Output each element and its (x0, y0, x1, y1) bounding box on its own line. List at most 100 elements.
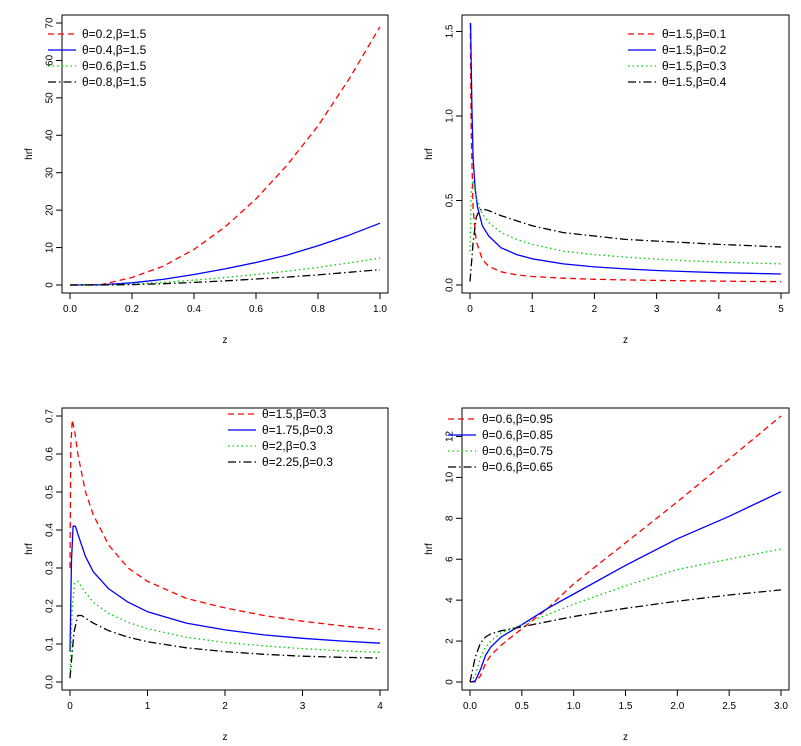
x-tick-label: 0.4 (187, 304, 201, 315)
y-tick-label: 0.0 (45, 675, 56, 689)
legend-label-0: θ=0.6,β=0.95 (482, 412, 553, 426)
plot-frame (461, 14, 790, 294)
x-tick-label: 2.0 (670, 701, 684, 712)
x-tick-label: 0.6 (249, 304, 263, 315)
y-tick-label: 0.6 (45, 447, 56, 461)
y-tick-label: 10 (445, 471, 456, 483)
x-tick-label: 3 (654, 304, 660, 315)
series-line-2 (469, 179, 782, 265)
series-group (69, 419, 381, 679)
legend-label-3: θ=0.8,β=1.5 (82, 75, 147, 89)
x-tick-label: 1 (145, 701, 151, 712)
series-line-1 (469, 22, 782, 275)
y-tick-label: 6 (445, 556, 456, 562)
y-tick-label: 0.5 (45, 485, 56, 499)
y-axis-label: hrf (424, 148, 435, 160)
y-tick-label: 0.5 (445, 193, 456, 207)
x-tick-label: 0 (467, 304, 473, 315)
x-tick-label: 3.0 (774, 701, 788, 712)
series-line-1 (69, 222, 381, 286)
y-tick-label: 50 (45, 92, 56, 104)
legend-label-2: θ=0.6,β=1.5 (82, 59, 147, 73)
y-tick-label: 0.1 (45, 637, 56, 651)
series-line-0 (469, 22, 782, 283)
y-tick-label: 0 (45, 282, 56, 288)
series-line-3 (469, 208, 782, 282)
legend-label-2: θ=0.6,β=0.75 (482, 444, 553, 458)
y-tick-label: 4 (445, 597, 456, 603)
legend-label-3: θ=2.25,β=0.3 (262, 455, 333, 469)
y-tick-label: 1.5 (445, 24, 456, 38)
y-tick-label: 10 (45, 242, 56, 254)
x-tick-label: 0.0 (63, 304, 77, 315)
x-tick-label: 2 (222, 701, 228, 712)
y-axis-label: hrf (24, 148, 35, 160)
x-tick-label: 0.5 (515, 701, 529, 712)
series-line-0 (69, 419, 381, 631)
y-tick-label: 70 (45, 17, 56, 29)
x-tick-label: 4 (716, 304, 722, 315)
y-tick-label: 0.3 (45, 561, 56, 575)
y-tick-label: 40 (45, 129, 56, 141)
y-tick-label: 20 (45, 204, 56, 216)
legend: θ=0.2,β=1.5 θ=0.4,β=1.5 θ=0.6,β=1.5 θ=0.8,β… (48, 27, 147, 89)
legend-label-0: θ=1.5,β=0.3 (262, 407, 327, 421)
y-tick-label: 0.7 (45, 409, 56, 423)
x-tick-label: 5 (778, 304, 784, 315)
series-line-3 (469, 589, 782, 683)
x-axis-label: z (223, 732, 228, 743)
legend-label-0: θ=0.2,β=1.5 (82, 27, 147, 41)
x-tick-label: 0.2 (125, 304, 139, 315)
series-line-2 (69, 580, 381, 675)
y-tick-label: 0.4 (45, 523, 56, 537)
x-tick-label: 1.0 (567, 701, 581, 712)
y-axis-label: hrf (424, 543, 435, 555)
legend-label-1: θ=1.5,β=0.2 (662, 43, 727, 57)
series-line-0 (470, 415, 782, 683)
legend: θ=1.5,β=0.1 θ=1.5,β=0.2 θ=1.5,β=0.3 θ=1.5,β… (628, 27, 727, 89)
legend-label-3: θ=0.6,β=0.65 (482, 460, 553, 474)
x-tick-label: 2 (592, 304, 598, 315)
plot-frame (61, 14, 389, 294)
legend-label-2: θ=2,β=0.3 (262, 439, 317, 453)
x-axis-label: z (223, 335, 228, 346)
legend-label-0: θ=1.5,β=0.1 (662, 27, 727, 41)
series-group (69, 26, 381, 286)
series-group (469, 22, 782, 283)
series-line-1 (469, 491, 782, 683)
series-line-3 (70, 269, 381, 286)
y-axis-label: hrf (24, 543, 35, 555)
y-tick-label: 60 (45, 54, 56, 66)
legend-label-3: θ=1.5,β=0.4 (662, 75, 727, 89)
chart-panel-top-left: 0.0 0.2 0.4 0.6 0.8 1.0 0 10 20 30 40 50 60 70 z hrf θ=0… (24, 14, 389, 346)
series-line-3 (69, 614, 381, 679)
y-tick-label: 0.0 (445, 278, 456, 292)
x-tick-label: 4 (377, 701, 383, 712)
legend-label-1: θ=0.4,β=1.5 (82, 43, 147, 57)
legend-label-2: θ=1.5,β=0.3 (662, 59, 727, 73)
series-line-2 (469, 548, 782, 683)
legend-label-1: θ=0.6,β=0.85 (482, 428, 553, 442)
legend: θ=0.6,β=0.95 θ=0.6,β=0.85 θ=0.6,β=0.75 θ=0.… (448, 412, 553, 474)
x-tick-label: 1.5 (619, 701, 633, 712)
y-tick-label: 8 (445, 515, 456, 521)
y-tick-label: 0 (445, 679, 456, 685)
series-line-0 (69, 26, 381, 286)
x-axis-label: z (623, 335, 628, 346)
chart-panel-bottom-left: 0 1 2 3 4 0.0 0.1 0.2 0.3 0.4 0.5 0.6 0.7 z hrf θ=1.5,β… (24, 407, 389, 743)
series-line-1 (69, 525, 381, 652)
y-tick-label: 12 (445, 430, 456, 442)
x-axis-label: z (623, 732, 628, 743)
y-tick-label: 2 (445, 638, 456, 644)
legend-label-1: θ=1.75,β=0.3 (262, 423, 333, 437)
chart-panel-top-right: 0 1 2 3 4 50.00.51.01.5zhrfθ=1.5,β=0.1θ=1.5,β… (424, 14, 790, 346)
legend: θ=1.5,β=0.3 θ=1.75,β=0.3 θ=2,β=0.3 θ=2.25,β… (228, 407, 333, 469)
x-tick-label: 0.0 (463, 701, 477, 712)
plot-frame (61, 407, 389, 691)
x-tick-label: 2.5 (722, 701, 736, 712)
x-tick-label: 0.8 (311, 304, 325, 315)
x-tick-label: 1.0 (373, 304, 387, 315)
x-tick-label: 3 (300, 701, 306, 712)
x-tick-label: 1 (529, 304, 535, 315)
chart-panel-bottom-right: 0.0 0.5 1.0 1.5 2.0 2.5 3.0 0 2 4 6 8 10 12 z hrf θ=0.6,… (424, 407, 790, 743)
